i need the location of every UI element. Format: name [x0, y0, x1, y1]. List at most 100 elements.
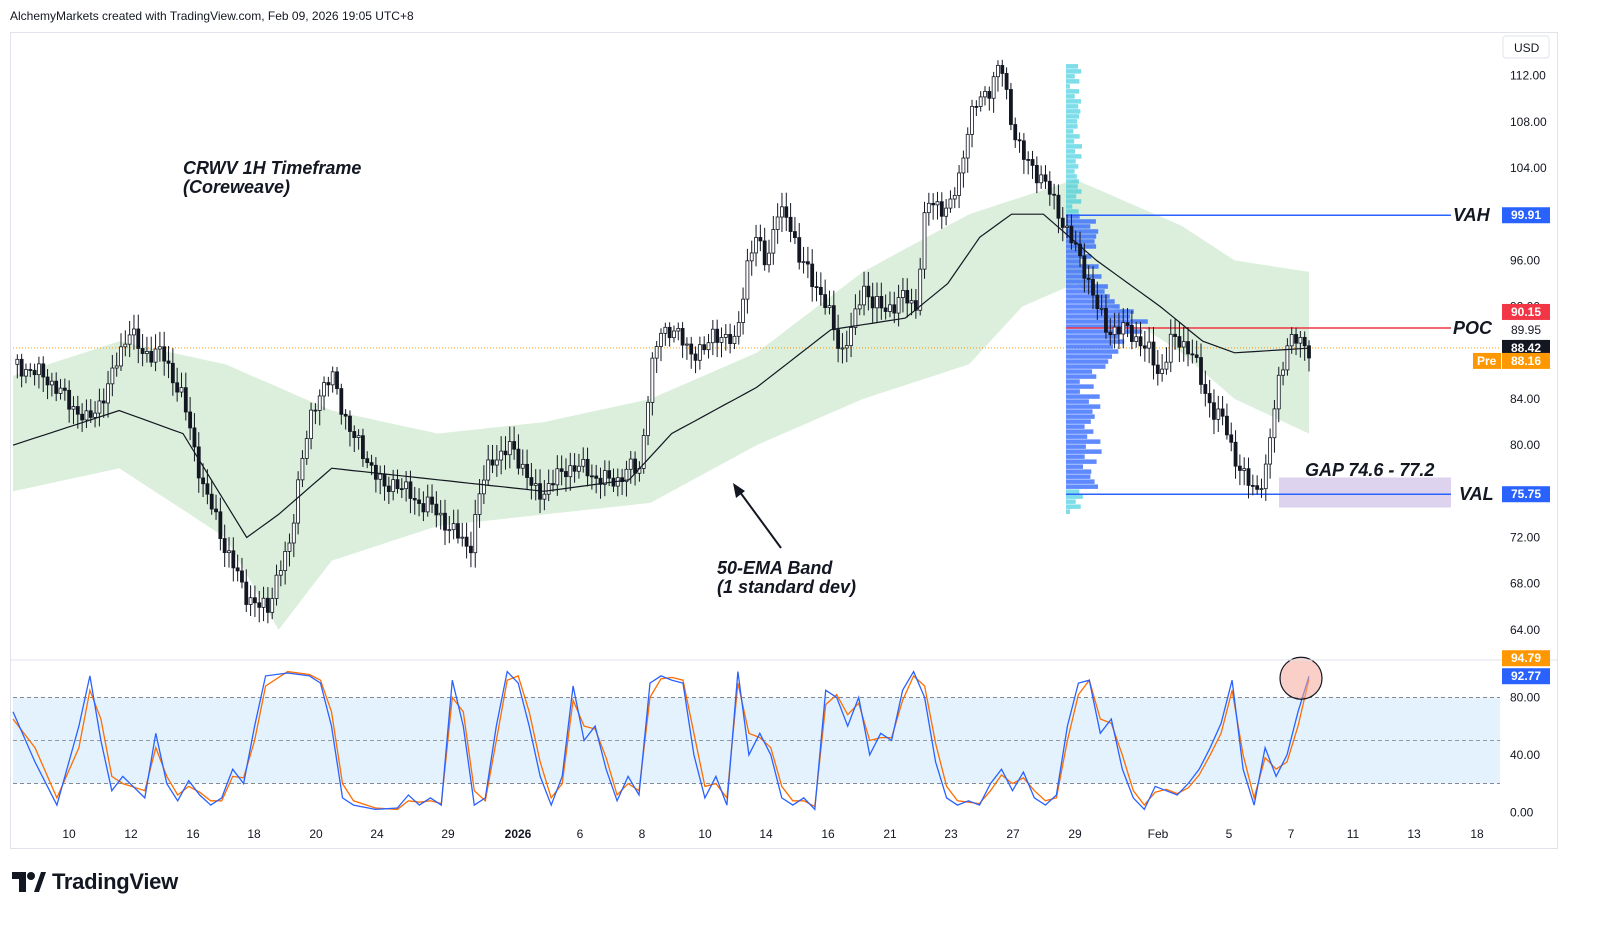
candle-body [1047, 180, 1052, 195]
candle [525, 449, 529, 489]
candle [456, 509, 460, 544]
volume-profile-bar [1066, 279, 1095, 284]
candle [1225, 403, 1229, 440]
candle-body [261, 597, 266, 608]
candle [767, 239, 771, 273]
volume-profile-bar [1066, 254, 1092, 259]
candle-body [1043, 174, 1048, 182]
candle [1294, 327, 1298, 356]
candle [339, 383, 344, 425]
volume-profile-bar [1066, 349, 1119, 354]
candle-body [516, 448, 521, 469]
candle-body [88, 410, 93, 418]
candle-body [1207, 393, 1212, 404]
x-axis-tick-label: 12 [124, 827, 138, 841]
tradingview-logo-icon [12, 872, 46, 892]
candle [641, 428, 646, 474]
volume-profile-bar [1066, 439, 1101, 444]
candle [862, 271, 866, 316]
volume-profile-bar [1066, 164, 1079, 169]
candle-body [577, 465, 581, 472]
candle-body [633, 458, 637, 474]
candle [451, 509, 456, 540]
candle [1017, 132, 1022, 153]
candle-body [75, 406, 80, 415]
volume-profile-bar [1066, 509, 1070, 514]
volume-profile-bar [1066, 89, 1080, 94]
candle-body [1237, 465, 1242, 471]
y-axis-tick-label: 112.00 [1510, 69, 1546, 83]
vah-price-tag: 99.91 [1511, 208, 1541, 222]
candle-body [650, 357, 655, 403]
candle [417, 488, 421, 517]
candle [49, 372, 54, 397]
candle-body [628, 458, 633, 470]
candle [797, 222, 802, 270]
volume-profile-bar [1066, 119, 1077, 124]
candle-body [1052, 193, 1057, 196]
candle [857, 290, 862, 316]
candle-body [365, 458, 370, 464]
volume-profile-bar [1066, 499, 1076, 504]
volume-profile-bar [1066, 249, 1086, 254]
val-price-tag-bg [1502, 486, 1550, 503]
candle [490, 444, 495, 474]
candle [568, 452, 573, 491]
candle [780, 192, 784, 232]
premarket-price-tag-bg [1502, 352, 1550, 369]
candle [127, 320, 132, 358]
currency-badge[interactable] [1502, 35, 1550, 59]
chart-frame[interactable]: 112.00108.00104.00100.0096.0092.0088.008… [10, 32, 1558, 849]
volume-profile-bar [1066, 334, 1120, 339]
candle [1129, 310, 1134, 350]
candle-body [1246, 468, 1251, 486]
candle-body [926, 202, 931, 214]
volume-profile-bar [1066, 459, 1097, 464]
candle [520, 449, 525, 476]
stochastic-k-line [12, 670, 1310, 811]
candle [222, 524, 227, 567]
tradingview-logo[interactable]: TradingView [12, 869, 178, 895]
candle [326, 376, 331, 397]
candle [805, 246, 810, 279]
candle [650, 352, 655, 416]
candle-body [533, 483, 538, 486]
ema-band [13, 179, 1309, 630]
candle-body [1138, 336, 1143, 347]
x-axis-tick-label: 10 [698, 827, 712, 841]
stochastic-y-tick-label: 0.00 [1510, 805, 1534, 819]
candle [793, 217, 797, 245]
candle-body [654, 346, 659, 359]
candle-body [551, 483, 555, 486]
candle [1039, 165, 1044, 189]
candle [447, 515, 452, 544]
candle-body [542, 493, 547, 500]
candle [296, 471, 301, 535]
vah-price-tag-bg [1502, 207, 1550, 224]
candle [1220, 396, 1225, 426]
price-chart[interactable]: 112.00108.00104.00100.0096.0092.0088.008… [11, 33, 1557, 848]
candle [732, 325, 737, 350]
candle-body [348, 415, 352, 432]
candle-body [1164, 361, 1169, 370]
volume-profile-bar [1066, 174, 1077, 179]
candle-body [1263, 463, 1268, 490]
candle [317, 389, 322, 426]
candle [352, 425, 357, 453]
candle [425, 484, 430, 517]
candle [356, 429, 361, 450]
volume-profile-bar [1066, 84, 1070, 89]
candle-body [918, 268, 923, 311]
x-axis-tick-label: 18 [1470, 827, 1484, 841]
candle-body [931, 202, 936, 206]
candle-body [559, 468, 564, 472]
candle [1173, 319, 1177, 350]
volume-profile-bar [1066, 299, 1115, 304]
volume-profile-bar [1066, 129, 1074, 134]
candle-body [421, 503, 426, 513]
candle [438, 500, 443, 530]
candle [106, 370, 110, 418]
candle-body [162, 346, 167, 362]
candle [183, 372, 188, 421]
vah-label: VAH [1453, 205, 1491, 225]
